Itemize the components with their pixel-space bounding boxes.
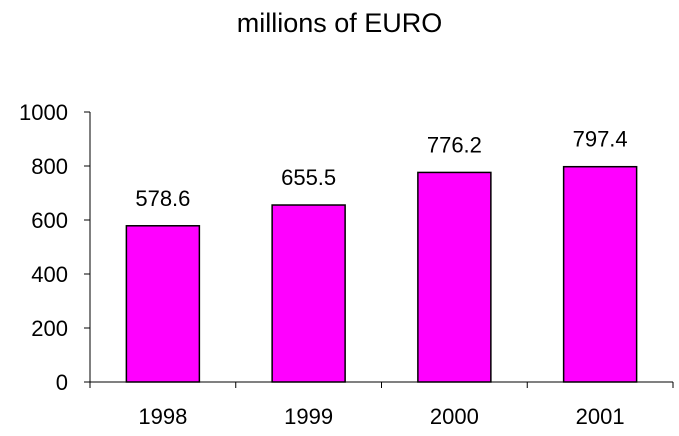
bars	[125, 165, 638, 383]
data-label-1999: 655.5	[281, 165, 336, 190]
bar-1999	[271, 204, 346, 383]
y-tick-label: 200	[31, 316, 68, 341]
y-tick-label: 1000	[19, 100, 68, 125]
x-tick-labels: 1998 1999 2000 2001	[138, 404, 624, 429]
data-label-1998: 578.6	[135, 186, 190, 211]
bar-2000	[417, 171, 492, 383]
x-tick-label-2000: 2000	[430, 404, 479, 429]
y-tick-labels: 0 200 400 600 800 1000	[19, 100, 68, 395]
bar-1998	[125, 225, 201, 383]
y-tick-label: 400	[31, 262, 68, 287]
bar-2001	[562, 165, 638, 383]
x-tick-label-2001: 2001	[576, 404, 625, 429]
y-tick-label: 0	[56, 370, 68, 395]
y-tick-label: 600	[31, 208, 68, 233]
y-tick-label: 800	[31, 154, 68, 179]
x-tick-label-1999: 1999	[284, 404, 333, 429]
data-label-2000: 776.2	[427, 132, 482, 157]
data-label-2001: 797.4	[573, 127, 628, 152]
data-labels: 578.6 655.5 776.2 797.4	[135, 127, 627, 211]
x-tick-label-1998: 1998	[138, 404, 187, 429]
chart-title: millions of EURO	[236, 8, 443, 38]
